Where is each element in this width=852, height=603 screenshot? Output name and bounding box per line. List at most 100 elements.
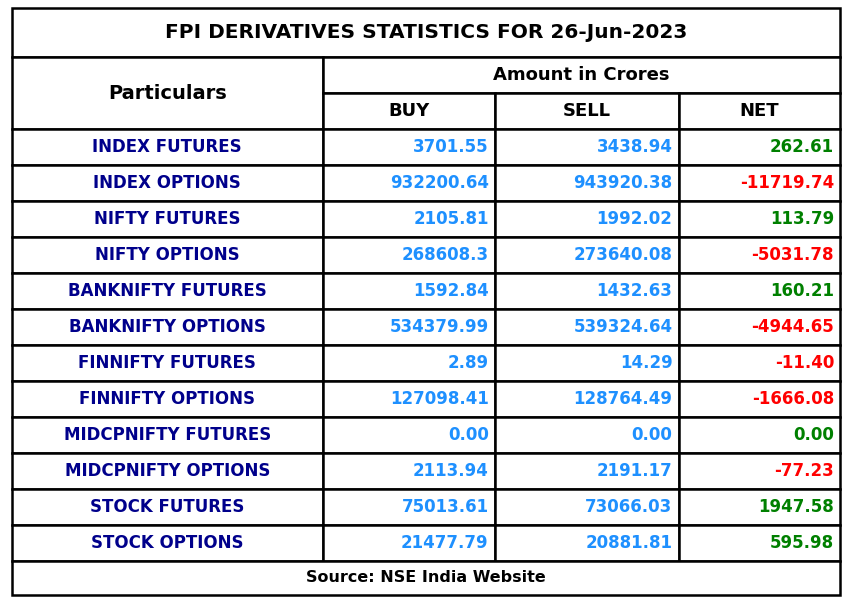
Text: FPI DERIVATIVES STATISTICS FOR 26-Jun-2023: FPI DERIVATIVES STATISTICS FOR 26-Jun-20… [164,23,688,42]
Bar [323,237,495,273]
Text: 127098.41: 127098.41 [390,390,489,408]
Text: 14.29: 14.29 [619,354,672,372]
Bar [12,165,323,201]
Text: 1947.58: 1947.58 [758,498,834,516]
Text: BUY: BUY [388,102,429,120]
Text: INDEX OPTIONS: INDEX OPTIONS [94,174,241,192]
Text: 2105.81: 2105.81 [413,210,489,228]
Text: FINNIFTY OPTIONS: FINNIFTY OPTIONS [79,390,256,408]
Text: -11719.74: -11719.74 [740,174,834,192]
Text: INDEX FUTURES: INDEX FUTURES [92,138,242,156]
Text: -77.23: -77.23 [774,462,834,480]
Bar [12,417,323,453]
Text: 75013.61: 75013.61 [401,498,489,516]
Bar [12,237,323,273]
Text: -11.40: -11.40 [774,354,834,372]
Bar [678,525,840,561]
Bar [323,309,495,345]
Bar [12,381,323,417]
Text: FINNIFTY FUTURES: FINNIFTY FUTURES [78,354,256,372]
Text: STOCK FUTURES: STOCK FUTURES [90,498,245,516]
Bar [12,489,323,525]
Text: BANKNIFTY OPTIONS: BANKNIFTY OPTIONS [69,318,266,336]
Text: 21477.79: 21477.79 [401,534,489,552]
Bar [12,57,323,129]
Bar [678,453,840,489]
Bar [323,165,495,201]
Text: 128764.49: 128764.49 [573,390,672,408]
Bar [12,561,840,595]
Text: 2113.94: 2113.94 [413,462,489,480]
Bar [678,381,840,417]
Text: 113.79: 113.79 [769,210,834,228]
Bar [323,453,495,489]
Bar [678,129,840,165]
Text: Particulars: Particulars [108,84,227,103]
Text: 2191.17: 2191.17 [596,462,672,480]
Bar [495,201,678,237]
Bar [12,309,323,345]
Bar [678,273,840,309]
Text: 20881.81: 20881.81 [585,534,672,552]
Text: STOCK OPTIONS: STOCK OPTIONS [91,534,244,552]
Bar [323,93,495,129]
Text: NIFTY FUTURES: NIFTY FUTURES [94,210,240,228]
Text: 0.00: 0.00 [631,426,672,444]
Text: 539324.64: 539324.64 [573,318,672,336]
Bar [678,309,840,345]
Bar [495,345,678,381]
Text: -4944.65: -4944.65 [751,318,834,336]
Bar [323,489,495,525]
Bar [678,201,840,237]
Bar [323,417,495,453]
Text: NIFTY OPTIONS: NIFTY OPTIONS [95,246,239,264]
Bar [495,453,678,489]
Bar [495,93,678,129]
Bar [678,93,840,129]
Text: NET: NET [740,102,779,120]
Bar [12,453,323,489]
Bar [12,525,323,561]
Bar [678,417,840,453]
Text: 0.00: 0.00 [793,426,834,444]
Text: MIDCPNIFTY OPTIONS: MIDCPNIFTY OPTIONS [65,462,270,480]
Text: 73066.03: 73066.03 [585,498,672,516]
Bar [495,417,678,453]
Bar [323,273,495,309]
Text: -5031.78: -5031.78 [751,246,834,264]
Text: 262.61: 262.61 [770,138,834,156]
Text: 268608.3: 268608.3 [401,246,489,264]
Bar [323,201,495,237]
Bar [12,8,840,57]
Bar [495,489,678,525]
Text: 2.89: 2.89 [447,354,489,372]
Bar [495,309,678,345]
Bar [12,201,323,237]
Text: 160.21: 160.21 [770,282,834,300]
Bar [495,129,678,165]
Bar [678,165,840,201]
Text: 534379.99: 534379.99 [389,318,489,336]
Text: SELL: SELL [562,102,611,120]
Text: 1592.84: 1592.84 [413,282,489,300]
Bar [323,345,495,381]
Text: Amount in Crores: Amount in Crores [493,66,670,84]
Bar [12,129,323,165]
Bar [495,273,678,309]
Bar [323,381,495,417]
Text: 0.00: 0.00 [448,426,489,444]
Text: Source: NSE India Website: Source: NSE India Website [306,570,546,586]
Bar [12,345,323,381]
Text: 3438.94: 3438.94 [596,138,672,156]
Bar [495,165,678,201]
Bar [495,237,678,273]
Bar [495,525,678,561]
Text: MIDCPNIFTY FUTURES: MIDCPNIFTY FUTURES [64,426,271,444]
Bar [495,381,678,417]
Text: 932200.64: 932200.64 [389,174,489,192]
Bar [323,129,495,165]
Text: 273640.08: 273640.08 [573,246,672,264]
Bar [12,273,323,309]
Text: 1432.63: 1432.63 [596,282,672,300]
Text: 3701.55: 3701.55 [413,138,489,156]
